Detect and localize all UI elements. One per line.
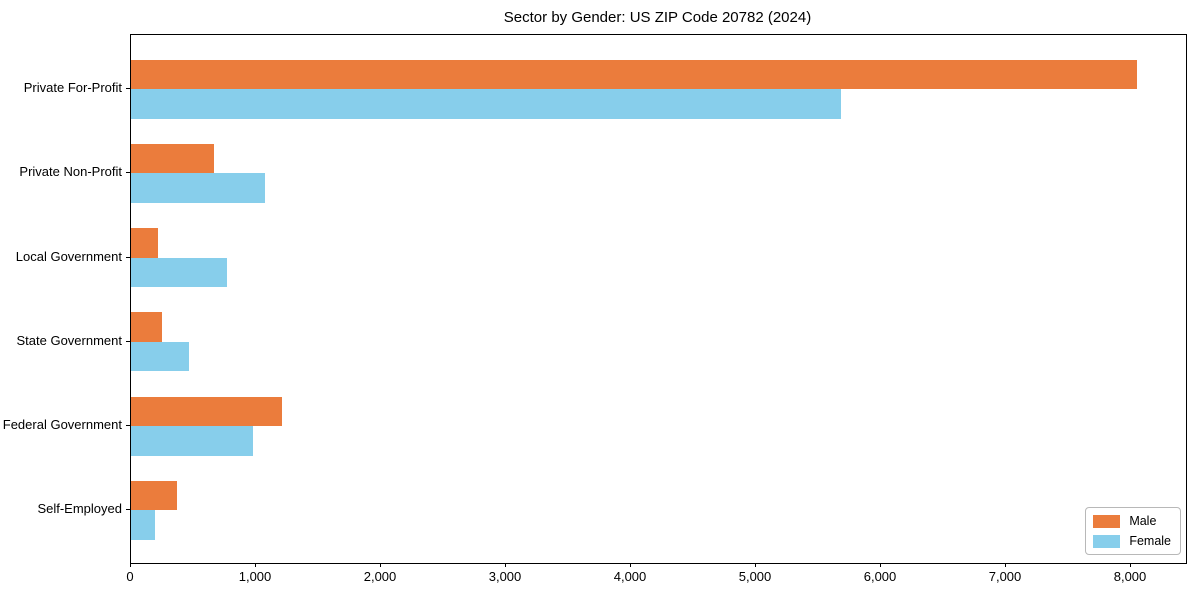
legend: Male Female (1085, 507, 1181, 555)
chart-title: Sector by Gender: US ZIP Code 20782 (202… (503, 9, 812, 26)
legend-item-male: Male (1093, 514, 1171, 528)
y-tick-mark (126, 172, 130, 174)
x-tick-mark (880, 563, 881, 567)
bar-private-non-profit-male (131, 143, 214, 174)
bar-federal-government-female (131, 426, 253, 456)
x-tick-mark (505, 563, 506, 567)
x-tick-label-0: 0 (126, 569, 134, 584)
bar-private-for-profit-male (131, 59, 1138, 89)
x-tick-label-3-000: 3,000 (488, 569, 522, 584)
x-tick-label-8-000: 8,000 (1113, 569, 1147, 584)
bar-state-government-female (131, 341, 189, 372)
y-tick-label-state-government: State Government (16, 332, 123, 348)
bar-self-employed-female (131, 510, 155, 540)
x-tick-mark (380, 563, 381, 567)
y-tick-mark (126, 425, 130, 426)
x-tick-mark (1005, 563, 1006, 567)
y-tick-label-private-for-profit: Private For-Profit (23, 80, 122, 95)
y-tick-mark (126, 256, 130, 258)
legend-item-female: Female (1093, 534, 1171, 548)
bar-local-government-female (131, 257, 227, 287)
x-tick-mark (255, 563, 256, 567)
male-legend-label: Male (1129, 514, 1157, 528)
y-tick-label-local-government: Local Government (15, 248, 122, 264)
x-tick-label-6-000: 6,000 (863, 569, 897, 584)
x-tick-label-4-000: 4,000 (613, 569, 647, 584)
bar-self-employed-male (131, 480, 178, 511)
x-tick-label-5-000: 5,000 (738, 569, 772, 584)
x-tick-label-1-000: 1,000 (238, 569, 272, 584)
bar-local-government-male (131, 228, 158, 258)
y-tick-mark (126, 340, 130, 342)
x-tick-mark (755, 563, 756, 567)
female-legend-swatch-icon (1093, 534, 1121, 548)
male-legend-swatch-icon (1093, 514, 1121, 528)
y-tick-label-self-employed: Self-Employed (37, 501, 122, 517)
y-tick-label-federal-government: Federal Government (2, 417, 122, 432)
y-tick-mark (126, 509, 130, 511)
bar-federal-government-male (131, 396, 282, 426)
bar-private-non-profit-female (131, 173, 265, 203)
female-legend-label: Female (1129, 534, 1171, 548)
y-tick-label-private-non-profit: Private Non-Profit (19, 164, 122, 180)
x-tick-label-7-000: 7,000 (988, 569, 1022, 584)
bar-private-for-profit-female (131, 89, 841, 119)
y-tick-mark (126, 88, 130, 89)
x-tick-label-2-000: 2,000 (363, 569, 397, 584)
x-tick-mark (630, 563, 631, 567)
x-tick-mark (1130, 563, 1131, 567)
plot-area: Male Female (130, 34, 1187, 564)
bar-state-government-male (131, 312, 163, 342)
x-tick-mark (130, 563, 131, 567)
